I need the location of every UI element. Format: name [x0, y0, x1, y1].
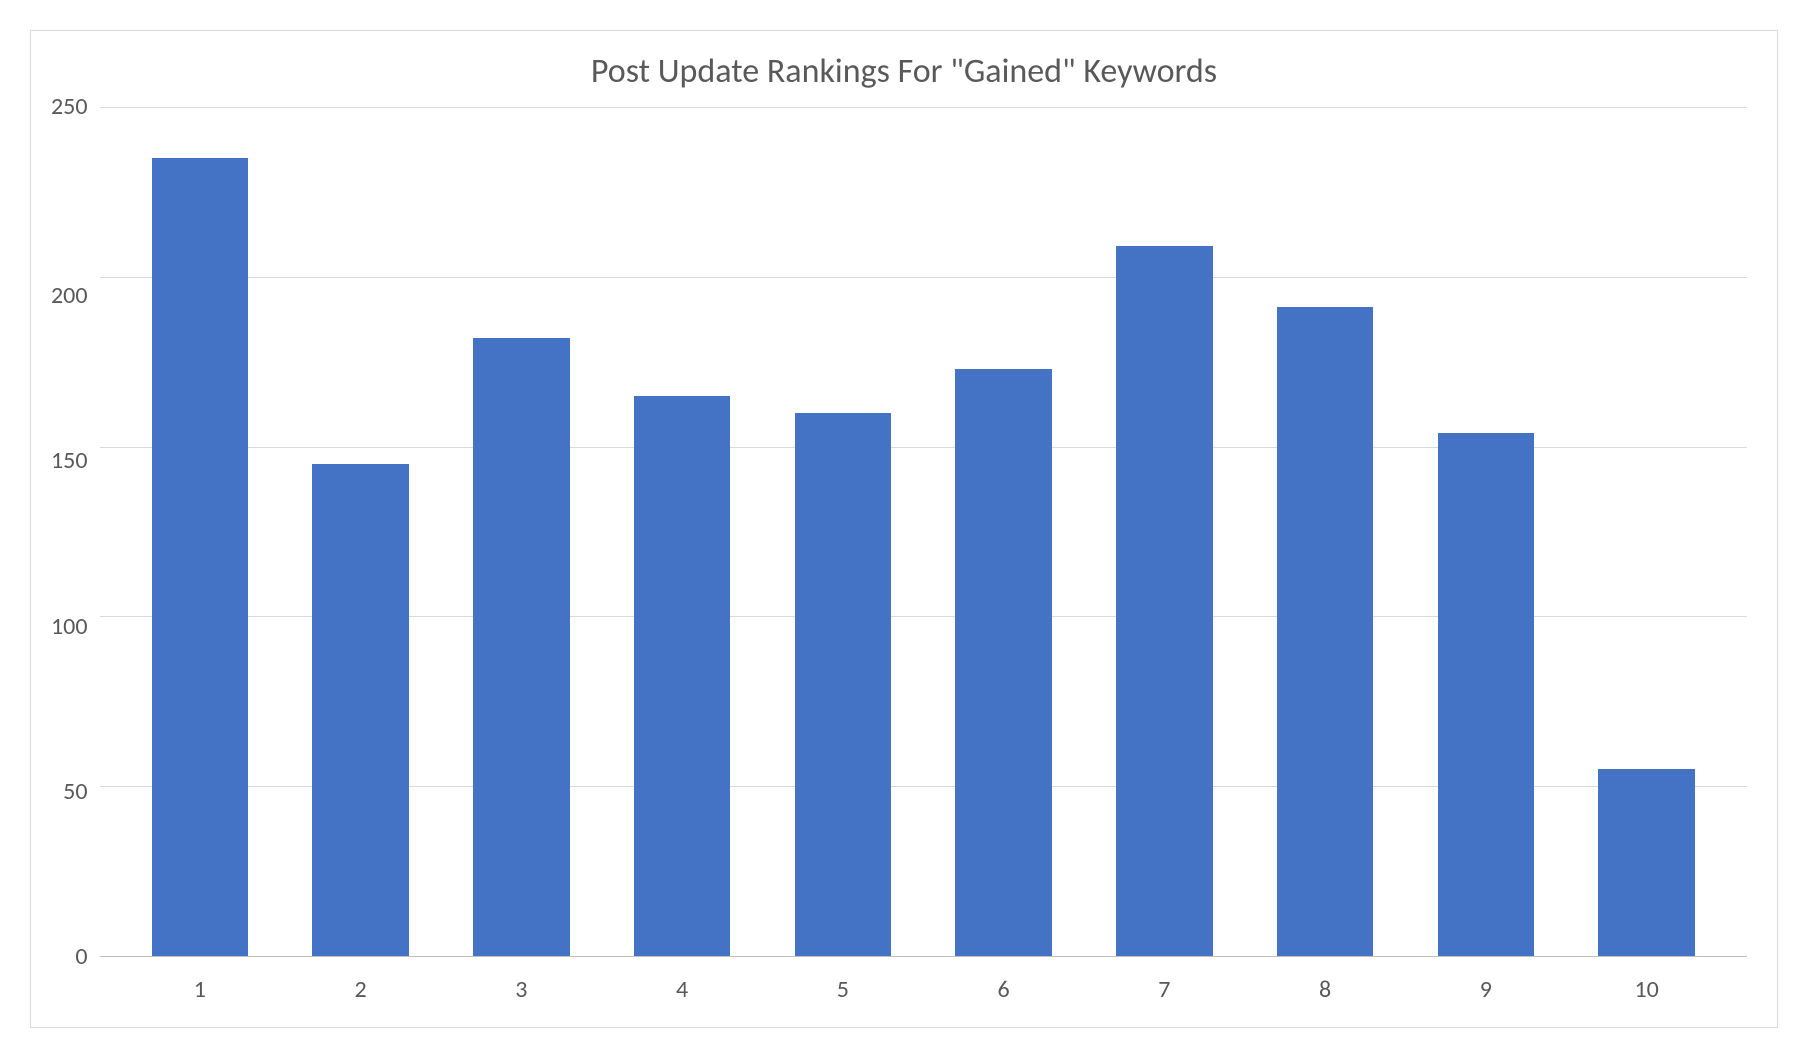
plot-wrapper: 250 200 150 100 50 0 12345678910 [31, 107, 1777, 1027]
bar-slot [1084, 107, 1245, 956]
bar [955, 369, 1051, 957]
y-tick-label: 50 [63, 780, 87, 804]
y-tick-label: 150 [51, 449, 88, 473]
bar [634, 396, 730, 956]
bar [473, 338, 569, 956]
plot-area [100, 107, 1748, 957]
bars-container [100, 107, 1748, 956]
x-tick-label: 6 [923, 975, 1084, 1012]
bar-slot [1566, 107, 1727, 956]
bar [1116, 246, 1212, 956]
x-tick-label: 7 [1084, 975, 1245, 1012]
y-axis: 250 200 150 100 50 0 [51, 107, 100, 1012]
plot-area-wrapper: 12345678910 [100, 107, 1748, 1012]
bar-slot [280, 107, 441, 956]
bar-slot [1245, 107, 1406, 956]
y-tick-label: 0 [75, 945, 87, 969]
bar-slot [441, 107, 602, 956]
bar [312, 464, 408, 956]
chart-container: Post Update Rankings For "Gained" Keywor… [30, 30, 1778, 1028]
bar [1598, 769, 1694, 956]
bar [1277, 307, 1373, 956]
bar-slot [602, 107, 763, 956]
bar [795, 413, 891, 956]
bar-slot [923, 107, 1084, 956]
x-tick-label: 9 [1406, 975, 1567, 1012]
bar-slot [120, 107, 281, 956]
y-tick-label: 200 [51, 284, 88, 308]
x-tick-label: 3 [441, 975, 602, 1012]
x-tick-label: 2 [280, 975, 441, 1012]
bar-slot [763, 107, 924, 956]
x-tick-label: 4 [602, 975, 763, 1012]
chart-title: Post Update Rankings For "Gained" Keywor… [31, 31, 1777, 107]
x-tick-label: 10 [1566, 975, 1727, 1012]
x-tick-label: 8 [1245, 975, 1406, 1012]
y-tick-label: 100 [51, 615, 88, 639]
bar [152, 158, 248, 956]
x-tick-label: 1 [120, 975, 281, 1012]
bar [1438, 433, 1534, 956]
bar-slot [1406, 107, 1567, 956]
x-axis: 12345678910 [100, 957, 1748, 1012]
y-tick-label: 250 [51, 95, 88, 119]
x-tick-label: 5 [763, 975, 924, 1012]
